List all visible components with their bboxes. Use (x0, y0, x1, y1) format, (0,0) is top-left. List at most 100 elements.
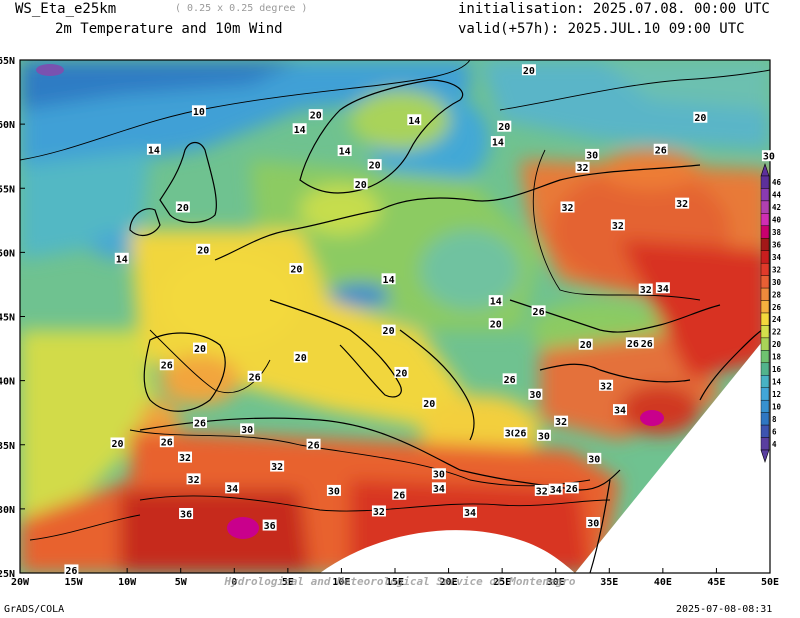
svg-text:20: 20 (423, 399, 435, 410)
svg-text:20: 20 (369, 161, 381, 172)
lat-label: 55N (0, 184, 15, 195)
colorbar-swatch (760, 200, 770, 214)
colorbar-swatch (760, 350, 770, 364)
lat-label: 30N (0, 505, 15, 516)
svg-text:30: 30 (586, 150, 598, 161)
colorbar-swatch (760, 312, 770, 326)
lon-label: 5W (175, 577, 188, 588)
contour-label: 20 (196, 243, 211, 256)
svg-text:20: 20 (111, 439, 123, 450)
axis-labels: 65N 60N 55N 50N 45N 40N 35N 30N 25N20W 15W 10W 5W 0 5… (0, 56, 779, 588)
colorbar-tick-label: 8 (772, 415, 777, 424)
contour-label: 14 (488, 295, 503, 308)
colorbar-swatch (760, 262, 770, 276)
lon-label: 35E (600, 577, 618, 588)
svg-text:14: 14 (383, 275, 395, 286)
svg-text:32: 32 (676, 199, 688, 210)
svg-text:32: 32 (373, 507, 385, 518)
svg-text:20: 20 (383, 326, 395, 337)
svg-text:20: 20 (694, 113, 706, 124)
contour-label: 32 (186, 473, 201, 486)
colorbar-tick-label: 16 (772, 365, 782, 374)
lat-label: 65N (0, 56, 15, 67)
model-title: WS_Eta_e25km (15, 1, 117, 17)
contour-label: 26 (639, 337, 654, 350)
svg-text:20: 20 (490, 320, 502, 331)
contour-label: 30 (431, 468, 446, 481)
svg-text:26: 26 (566, 484, 578, 495)
colorbar-tick-label: 6 (772, 427, 777, 436)
contour-label: 26 (564, 482, 579, 495)
contour-label: 30 (585, 148, 600, 161)
colorbar-tick-label: 18 (772, 353, 782, 362)
contour-label: 32 (610, 219, 625, 232)
svg-text:30: 30 (505, 429, 517, 440)
colorbar-tick-label: 10 (772, 402, 782, 411)
colorbar-tick-label: 4 (772, 440, 777, 449)
colorbar-tick-label: 36 (772, 241, 782, 250)
colorbar-swatch (760, 238, 770, 251)
svg-text:30: 30 (763, 152, 775, 163)
lon-label: 5E (282, 577, 294, 588)
colorbar-swatch (760, 375, 770, 388)
svg-text:26: 26 (393, 490, 405, 501)
lon-label: 50E (761, 577, 779, 588)
colorbar-tick-label: 22 (772, 328, 781, 337)
contour-label: 14 (114, 252, 129, 265)
lon-label: 15W (65, 577, 84, 588)
colorbar-tick-label: 46 (772, 178, 782, 187)
svg-text:30: 30 (328, 486, 340, 497)
svg-text:20: 20 (194, 344, 206, 355)
lat-label: 35N (0, 441, 15, 452)
colorbar-swatch (760, 399, 770, 413)
svg-text:34: 34 (464, 508, 476, 519)
contour-label: 34 (548, 483, 563, 496)
colorbar-tick-label: 40 (772, 216, 782, 225)
product-title: 2m Temperature and 10m Wind (55, 21, 283, 37)
colorbar-tick-label: 28 (772, 290, 782, 299)
contour-label: 30 (536, 429, 551, 442)
contour-label: 20 (497, 120, 512, 133)
svg-text:14: 14 (116, 254, 128, 265)
colorbar-tick-label: 14 (772, 378, 782, 387)
contour-label: 26 (247, 370, 262, 383)
colorbar-swatch (760, 287, 770, 301)
footer-timestamp: 2025-07-08-08:31 (676, 604, 773, 615)
colorbar-tick-label: 12 (772, 390, 781, 399)
svg-text:30: 30 (587, 518, 599, 529)
contour-label: 26 (159, 359, 174, 372)
watermark: Hydrological and Meteorological Service … (224, 575, 576, 588)
footer-software: GrADS/COLA (4, 604, 65, 615)
svg-text:26: 26 (308, 440, 320, 451)
colorbar-tick-label: 32 (772, 265, 781, 274)
contour-label: 30 (761, 150, 776, 163)
colorbar-swatch (760, 188, 770, 202)
svg-text:20: 20 (295, 353, 307, 364)
svg-text:20: 20 (498, 122, 510, 133)
map-frame (20, 60, 770, 573)
lat-label: 40N (0, 377, 15, 388)
hotspot-sahara (227, 517, 259, 539)
svg-text:26: 26 (65, 566, 77, 577)
svg-text:26: 26 (504, 375, 516, 386)
contour-label: 14 (337, 145, 352, 158)
colorbar-tick-label: 26 (772, 303, 782, 312)
colorbar-bottom-arrow (760, 449, 770, 463)
contour-label: 20 (110, 437, 125, 450)
svg-text:26: 26 (194, 418, 206, 429)
coastlines (129, 79, 770, 573)
colorbar-swatch (760, 362, 770, 376)
contour-label: 26 (513, 427, 528, 440)
contour-label: 20 (175, 201, 190, 214)
svg-text:14: 14 (294, 125, 306, 136)
colorbar-tick-label: 38 (772, 228, 782, 237)
colorbar-swatch (760, 225, 770, 239)
contour-label: 20 (289, 263, 304, 276)
colorbar-swatch (760, 424, 770, 438)
contour-label: 32 (178, 451, 192, 464)
svg-text:32: 32 (640, 285, 652, 296)
contour-label: 30 (586, 516, 601, 529)
lon-label: 30E (547, 577, 565, 588)
contour-label: 32 (560, 201, 575, 214)
